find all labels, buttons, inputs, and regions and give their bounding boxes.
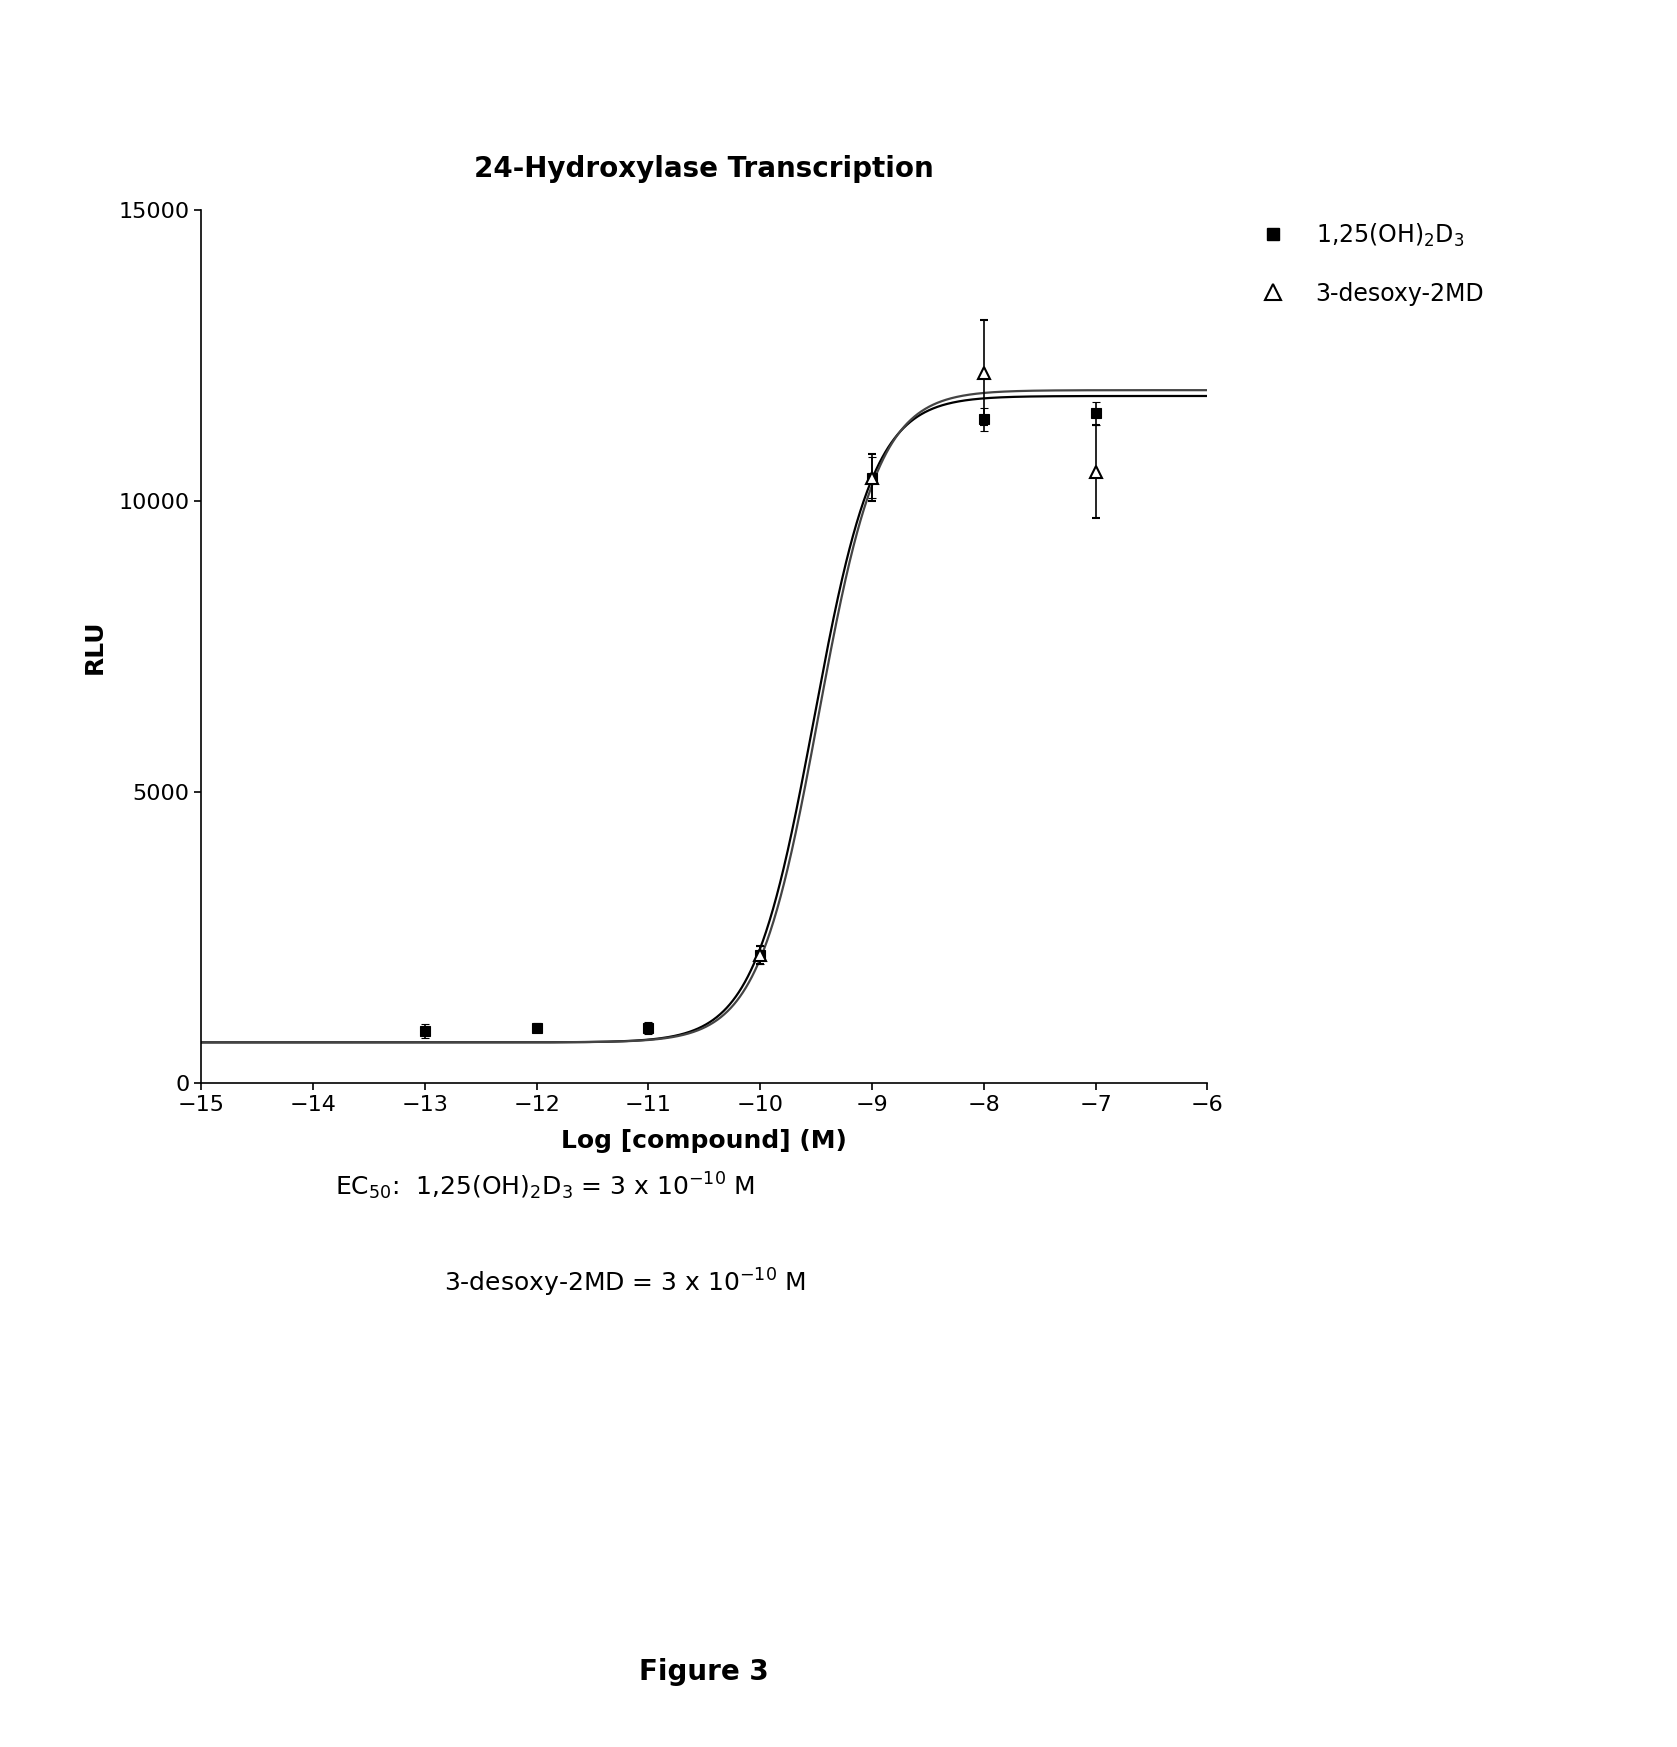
X-axis label: Log [compound] (M): Log [compound] (M) <box>562 1129 847 1153</box>
Legend: 1,25(OH)$_2$D$_3$, 3-desoxy-2MD: 1,25(OH)$_2$D$_3$, 3-desoxy-2MD <box>1249 222 1484 306</box>
Text: 3-desoxy-2MD = 3 x 10$^{-10}$ M: 3-desoxy-2MD = 3 x 10$^{-10}$ M <box>444 1267 807 1298</box>
Text: Figure 3: Figure 3 <box>639 1658 770 1686</box>
Text: 24-Hydroxylase Transcription: 24-Hydroxylase Transcription <box>475 155 934 183</box>
Text: EC$_{50}$:  1,25(OH)$_2$D$_3$ = 3 x 10$^{-10}$ M: EC$_{50}$: 1,25(OH)$_2$D$_3$ = 3 x 10$^{… <box>335 1170 755 1202</box>
Y-axis label: RLU: RLU <box>84 618 107 674</box>
